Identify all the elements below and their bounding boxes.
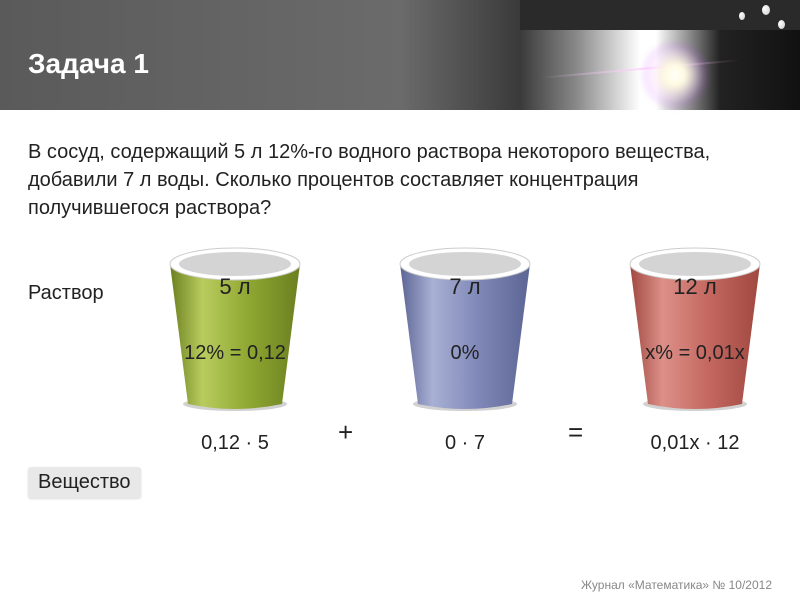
cup-substance-value: 0 · 7	[380, 432, 550, 455]
cup-substance-value: 0,12 · 5	[150, 432, 320, 455]
footer-citation: Журнал «Математика» № 10/2012	[581, 578, 772, 592]
cup-3: 12 л x% = 0,01x 0,01x · 12	[610, 242, 780, 455]
row-label-solution: Раствор	[28, 282, 104, 305]
plus-operator: +	[338, 417, 353, 448]
cup-1: 5 л 12% = 0,12 0,12 · 5	[150, 242, 320, 455]
cup-concentration-label: x% = 0,01x	[620, 342, 770, 365]
equals-operator: =	[568, 417, 583, 448]
cup-shape: 12 л x% = 0,01x	[620, 242, 770, 412]
cup-2: 7 л 0% 0 · 7	[380, 242, 550, 455]
cup-concentration-label: 0%	[390, 342, 540, 365]
water-drop-icon	[739, 12, 745, 20]
cup-svg	[160, 242, 310, 412]
cup-volume-label: 5 л	[160, 274, 310, 300]
water-drop-icon	[762, 5, 770, 15]
cup-shape: 5 л 12% = 0,12	[160, 242, 310, 412]
cup-svg	[620, 242, 770, 412]
lens-flare	[640, 40, 710, 110]
cups-diagram: Раствор Вещество 5 л 12% = 0,12	[0, 242, 800, 562]
header-bar: Задача 1	[0, 0, 800, 110]
page-title: Задача 1	[28, 48, 149, 80]
row-label-substance: Вещество	[28, 467, 141, 498]
problem-statement: В сосуд, содержащий 5 л 12%-го водного р…	[0, 110, 800, 242]
cup-concentration-label: 12% = 0,12	[160, 342, 310, 365]
cup-substance-value: 0,01x · 12	[610, 432, 780, 455]
header-dark-strip	[520, 0, 800, 30]
cup-svg	[390, 242, 540, 412]
cup-volume-label: 7 л	[390, 274, 540, 300]
cup-volume-label: 12 л	[620, 274, 770, 300]
water-drop-icon	[778, 20, 785, 29]
cup-shape: 7 л 0%	[390, 242, 540, 412]
